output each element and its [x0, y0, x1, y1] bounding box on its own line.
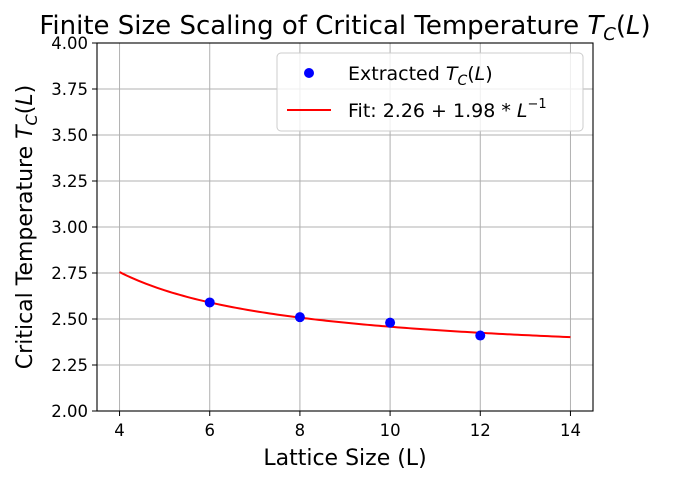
legend: Extracted TC(L) Fit: 2.26 + 1.98 * L−1 [276, 52, 584, 132]
chart-title: Finite Size Scaling of Critical Temperat… [39, 11, 650, 45]
data-point [385, 317, 396, 328]
x-tick-label: 8 [295, 421, 306, 440]
data-point [475, 330, 486, 341]
y-tick-label: 4.00 [51, 34, 88, 53]
x-axis-label: Lattice Size (L) [263, 446, 426, 471]
x-tick-label: 12 [470, 421, 491, 440]
legend-box [276, 52, 584, 132]
data-point [294, 312, 305, 323]
y-tick-label: 3.75 [51, 80, 88, 99]
y-tick-label: 2.50 [51, 310, 88, 329]
y-tick-label: 3.00 [51, 218, 88, 237]
x-tick-label: 14 [560, 421, 581, 440]
y-tick-label: 2.25 [51, 356, 88, 375]
x-tick-label: 6 [204, 421, 215, 440]
y-tick-label: 3.50 [51, 126, 88, 145]
data-points-layer [204, 297, 486, 341]
y-axis-label: Critical Temperature TC(L) [13, 85, 41, 369]
axis-ticks: 4 6 8 10 12 14 2.00 2.25 2.50 2.75 3.00 3.25 3.50 3.7… [51, 34, 581, 440]
x-tick-label: 4 [114, 421, 125, 440]
y-tick-label: 2.75 [51, 264, 88, 283]
legend-marker-extracted [304, 68, 314, 78]
legend-label-fit: Fit: 2.26 + 1.98 * L−1 [348, 97, 547, 122]
y-tick-label: 3.25 [51, 172, 88, 191]
x-tick-label: 10 [380, 421, 401, 440]
fit-line-layer [119, 271, 571, 339]
legend-label-extracted: Extracted TC(L) [348, 63, 493, 89]
y-tick-label: 2.00 [51, 402, 88, 421]
data-point [204, 297, 215, 308]
fit-line [119, 271, 571, 339]
